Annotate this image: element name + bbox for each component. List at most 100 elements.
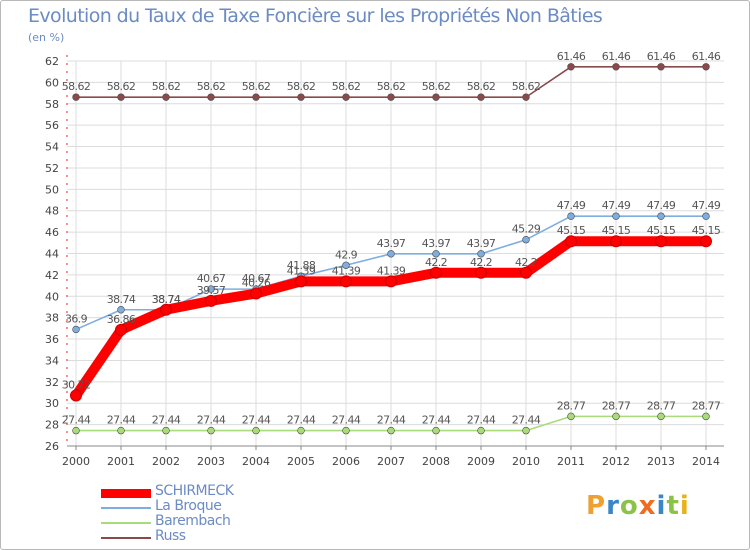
data-point bbox=[160, 303, 172, 316]
x-tick-label: 2011 bbox=[557, 455, 585, 468]
data-label: 41.39 bbox=[377, 264, 406, 277]
y-tick-label: 60 bbox=[45, 76, 59, 89]
data-point bbox=[162, 93, 170, 101]
data-label: 27.44 bbox=[287, 414, 316, 427]
data-point bbox=[387, 250, 395, 258]
legend-swatch bbox=[101, 507, 151, 509]
data-label: 58.62 bbox=[287, 80, 316, 93]
data-label: 42.9 bbox=[335, 248, 358, 261]
data-label: 27.44 bbox=[62, 414, 91, 427]
data-point bbox=[342, 261, 350, 269]
legend-swatch bbox=[101, 489, 151, 498]
data-point bbox=[702, 212, 710, 220]
legend-label: Barembach bbox=[155, 513, 231, 529]
data-label: 61.46 bbox=[692, 50, 721, 63]
data-point bbox=[117, 93, 125, 101]
data-point bbox=[115, 323, 127, 336]
data-label: 42.2 bbox=[470, 256, 492, 269]
data-point bbox=[657, 412, 665, 421]
data-point bbox=[702, 63, 710, 71]
x-tick-label: 2003 bbox=[197, 455, 225, 468]
data-label: 27.44 bbox=[107, 414, 136, 427]
data-point bbox=[477, 250, 485, 258]
data-label: 45.15 bbox=[647, 224, 676, 237]
data-point bbox=[117, 306, 125, 314]
data-point bbox=[387, 426, 395, 435]
y-tick-label: 52 bbox=[45, 162, 59, 175]
data-label: 58.62 bbox=[422, 80, 451, 93]
data-point bbox=[657, 63, 665, 71]
data-point bbox=[702, 412, 710, 421]
y-tick-label: 54 bbox=[45, 141, 59, 154]
data-point bbox=[657, 212, 665, 220]
data-point bbox=[430, 266, 442, 279]
logo-letter: P bbox=[586, 491, 607, 521]
data-point bbox=[612, 63, 620, 71]
y-tick-label: 38 bbox=[45, 312, 59, 325]
data-label: 42.2 bbox=[425, 256, 447, 269]
data-label: 61.46 bbox=[647, 50, 676, 63]
data-label: 39.57 bbox=[197, 284, 226, 297]
data-label: 45.15 bbox=[557, 224, 586, 237]
data-point bbox=[385, 275, 397, 288]
data-label: 61.46 bbox=[602, 50, 631, 63]
x-tick-label: 2006 bbox=[332, 455, 360, 468]
data-label: 28.77 bbox=[647, 399, 676, 412]
logo-letter: t bbox=[666, 491, 680, 521]
data-point bbox=[207, 285, 215, 293]
data-label: 43.97 bbox=[377, 237, 406, 250]
logo-letter: r bbox=[606, 491, 620, 521]
data-point bbox=[342, 426, 350, 435]
data-point bbox=[477, 93, 485, 101]
data-point bbox=[612, 412, 620, 421]
data-point bbox=[297, 93, 305, 101]
data-label: 40.26 bbox=[242, 276, 271, 289]
data-point bbox=[432, 250, 440, 258]
x-tick-label: 2007 bbox=[377, 455, 405, 468]
data-point bbox=[162, 426, 170, 435]
data-label: 45.29 bbox=[512, 223, 541, 236]
y-tick-label: 50 bbox=[45, 183, 59, 196]
data-point bbox=[567, 412, 575, 421]
data-label: 47.49 bbox=[647, 199, 676, 212]
data-label: 38.74 bbox=[152, 293, 181, 306]
y-tick-label: 34 bbox=[45, 354, 59, 367]
data-point bbox=[207, 93, 215, 101]
data-point bbox=[475, 266, 487, 279]
data-label: 58.62 bbox=[197, 80, 226, 93]
data-point bbox=[522, 93, 530, 101]
chart-title: Evolution du Taux de Taxe Foncière sur l… bbox=[28, 5, 603, 27]
y-tick-label: 26 bbox=[45, 440, 59, 453]
data-label: 58.62 bbox=[467, 80, 496, 93]
data-point bbox=[252, 426, 260, 435]
data-point bbox=[522, 426, 530, 435]
y-tick-label: 40 bbox=[45, 290, 59, 303]
data-label: 36.86 bbox=[107, 313, 136, 326]
x-tick-label: 2012 bbox=[602, 455, 630, 468]
x-tick-label: 2005 bbox=[287, 455, 315, 468]
data-label: 40.67 bbox=[197, 272, 226, 285]
data-point bbox=[700, 235, 712, 248]
data-point bbox=[567, 212, 575, 220]
data-label: 61.46 bbox=[557, 50, 586, 63]
y-tick-label: 62 bbox=[45, 55, 59, 68]
data-label: 45.15 bbox=[692, 224, 721, 237]
data-label: 28.77 bbox=[602, 399, 631, 412]
data-point bbox=[72, 325, 80, 334]
y-tick-label: 36 bbox=[45, 333, 59, 346]
y-tick-label: 28 bbox=[45, 419, 59, 432]
legend-label: La Broque bbox=[155, 498, 222, 514]
data-label: 42.2 bbox=[515, 256, 537, 269]
data-point bbox=[565, 235, 577, 248]
data-label: 27.44 bbox=[422, 414, 451, 427]
x-tick-label: 2004 bbox=[242, 455, 270, 468]
logo-letter: x bbox=[638, 491, 657, 521]
data-point bbox=[250, 287, 262, 300]
logo-letter: o bbox=[619, 491, 639, 521]
data-label: 27.44 bbox=[152, 414, 181, 427]
data-label: 47.49 bbox=[557, 199, 586, 212]
data-label: 27.44 bbox=[377, 414, 406, 427]
logo-letter: i bbox=[656, 491, 667, 521]
